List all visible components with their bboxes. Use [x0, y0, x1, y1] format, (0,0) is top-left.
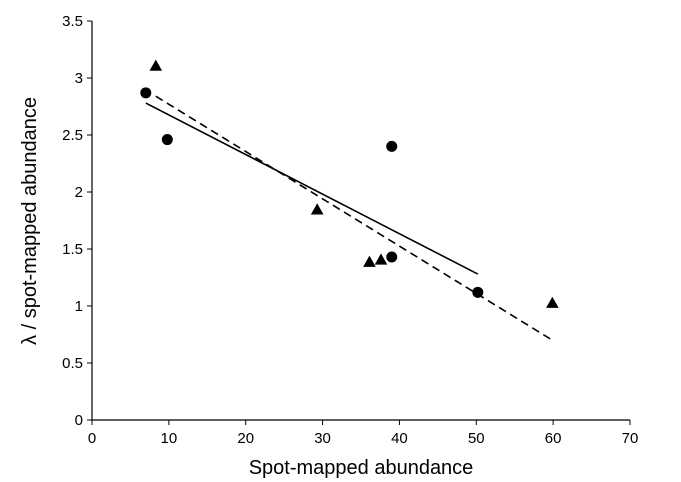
- circle-data-point: [140, 87, 152, 99]
- triangle-data-point: [310, 203, 324, 215]
- solid-trendline: [145, 102, 479, 275]
- triangle-data-point: [363, 255, 376, 267]
- circle-data-point: [386, 140, 398, 152]
- y-tick-label: 0: [75, 412, 83, 429]
- x-tick-label: 60: [545, 430, 562, 447]
- triangle-data-point: [374, 253, 388, 265]
- trendlines: [145, 95, 553, 341]
- y-tick-label: 3: [75, 70, 83, 87]
- x-tick-label: 20: [237, 430, 254, 447]
- x-tick-label: 0: [88, 430, 96, 447]
- data-points: [140, 59, 559, 308]
- y-tick-label: 1: [75, 298, 83, 315]
- y-tick-label: 2: [75, 184, 83, 201]
- y-axis-title: λ / spot-mapped abundance: [19, 97, 41, 345]
- x-tick-label: 10: [161, 430, 178, 447]
- y-tick-label: 3.5: [62, 13, 83, 30]
- x-tick-label: 50: [468, 430, 485, 447]
- x-axis-ticks: 0 10 20 30 40 50 60 70: [88, 420, 639, 447]
- triangle-data-point: [546, 296, 559, 308]
- y-tick-label: 0.5: [62, 355, 83, 372]
- triangle-data-point: [149, 59, 163, 71]
- dashed-trendline: [155, 95, 553, 341]
- y-tick-label: 2.5: [62, 127, 83, 144]
- y-tick-label: 1.5: [62, 241, 83, 258]
- circle-data-point: [472, 286, 484, 298]
- y-axis-ticks: 0 0.5 1 1.5 2 2.5 3 3.5: [62, 13, 92, 429]
- circle-data-point: [386, 251, 398, 263]
- x-tick-label: 40: [391, 430, 408, 447]
- axes: [91, 21, 630, 421]
- circle-data-point: [161, 134, 173, 146]
- x-tick-label: 30: [314, 430, 331, 447]
- x-tick-label: 70: [622, 430, 639, 447]
- x-axis-title: Spot-mapped abundance: [249, 457, 474, 479]
